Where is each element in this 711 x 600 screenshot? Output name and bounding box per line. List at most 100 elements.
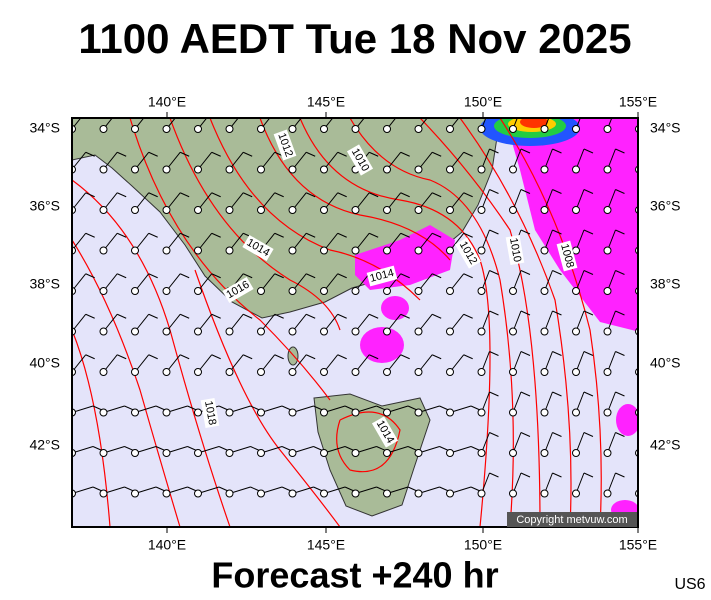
barb-station	[540, 489, 549, 498]
barb-station	[320, 327, 328, 336]
barb-feather	[305, 273, 316, 279]
barb-station	[194, 165, 202, 174]
barb-feather	[274, 273, 284, 279]
barb-feather	[431, 354, 442, 360]
lat-label: 40°S	[29, 355, 60, 371]
barb-station	[572, 368, 580, 376]
barb-station	[257, 287, 265, 295]
model-code: US6	[674, 576, 705, 593]
barb-station	[194, 489, 202, 498]
barb-feather	[464, 112, 473, 116]
barb-feather	[179, 151, 190, 157]
barb-station	[162, 287, 171, 295]
barb-feather	[274, 232, 284, 238]
barb-station	[225, 165, 234, 174]
barb-feather	[520, 189, 531, 194]
barb-feather	[337, 313, 347, 319]
barb-station	[383, 206, 391, 214]
isobar-label-box	[242, 234, 274, 262]
barb-feather	[552, 432, 562, 437]
barb-feather	[92, 486, 103, 492]
barb-station	[257, 449, 265, 457]
barb-feather	[520, 391, 531, 397]
barb-station	[540, 246, 549, 255]
lat-label: 34°S	[29, 120, 60, 136]
barb-feather	[470, 405, 481, 411]
isobar	[336, 411, 401, 473]
barb-feather	[431, 232, 442, 238]
barb-feather	[552, 270, 562, 275]
barb-station	[288, 246, 297, 255]
barb-station	[99, 327, 108, 336]
barb-station	[414, 327, 423, 336]
barb-feather	[313, 486, 323, 492]
barb-feather	[344, 405, 355, 411]
barb-feather	[615, 229, 625, 235]
lat-label: 38°S	[650, 276, 681, 292]
lon-label: 150°E	[464, 94, 502, 110]
barb-station	[351, 206, 360, 214]
barb-station	[509, 125, 517, 133]
barb-station	[351, 246, 360, 255]
barb-station	[509, 206, 517, 214]
barb-feather	[250, 486, 260, 492]
isobar	[499, 118, 602, 527]
rain-area	[360, 327, 404, 363]
barb-station	[257, 165, 265, 174]
barb-station	[257, 489, 265, 498]
barb-feather	[376, 486, 386, 492]
barb-feather	[187, 446, 197, 451]
barb-feather	[281, 486, 292, 492]
barb-station	[509, 165, 517, 174]
barb-station	[414, 206, 423, 214]
barb-feather	[179, 232, 190, 238]
barb-feather	[338, 112, 347, 116]
barb-feather	[552, 189, 562, 194]
barb-feather	[615, 310, 625, 316]
lon-label: 140°E	[148, 94, 186, 110]
isobar-label-box	[222, 276, 254, 304]
barb-station	[351, 287, 360, 295]
isobar-label-box	[346, 144, 374, 176]
barb-station	[194, 287, 202, 295]
isobar-label: 1010	[505, 234, 525, 266]
barb-feather	[337, 151, 347, 157]
barb-station	[320, 408, 328, 417]
barb-station	[446, 489, 454, 498]
barb-feather	[439, 486, 449, 492]
barb-station	[257, 206, 265, 214]
barb-station	[446, 206, 454, 214]
barb-feather	[463, 151, 473, 157]
barb-station	[320, 489, 328, 498]
barb-feather	[305, 192, 316, 198]
barb-feather	[400, 354, 410, 360]
barb-feather	[376, 446, 386, 451]
barb-feather	[313, 446, 323, 451]
barb-station	[509, 368, 517, 376]
barb-feather	[250, 405, 260, 411]
barb-station	[446, 408, 454, 417]
barb-station	[540, 206, 549, 214]
barb-feather	[148, 273, 158, 279]
isobar	[299, 118, 491, 527]
barb-station	[225, 125, 234, 133]
barb-feather	[218, 405, 229, 411]
barb-feather	[400, 273, 410, 279]
barb-feather	[148, 192, 158, 198]
barb-station	[225, 489, 234, 498]
isobar-label-box	[273, 129, 297, 161]
barb-station	[446, 327, 454, 336]
barb-station	[509, 449, 517, 457]
barb-station	[540, 165, 549, 174]
barb-station	[320, 368, 328, 376]
barb-feather	[400, 232, 410, 238]
barb-station	[383, 246, 391, 255]
barb-feather	[250, 446, 260, 451]
barb-feather	[187, 486, 197, 492]
barb-feather	[520, 432, 531, 437]
barb-feather	[489, 270, 499, 275]
barb-feather	[179, 192, 190, 198]
rain-area	[616, 404, 638, 436]
isobar-label-box	[556, 240, 578, 272]
barb-feather	[615, 472, 625, 478]
